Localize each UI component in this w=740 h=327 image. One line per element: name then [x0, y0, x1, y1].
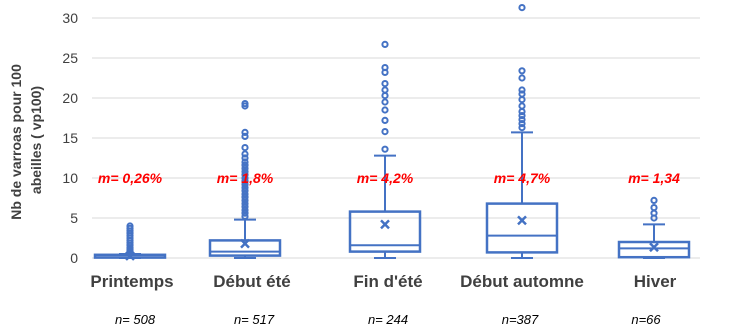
- outlier-point: [241, 200, 249, 208]
- boxes: [93, 4, 691, 261]
- outlier-point: [241, 168, 249, 176]
- box-3: [348, 40, 422, 259]
- y-tick-label: 0: [70, 250, 78, 266]
- outlier-point: [241, 184, 249, 192]
- outlier-point: [381, 116, 389, 125]
- outlier-point: [241, 100, 249, 108]
- outlier-point: [381, 106, 389, 114]
- outlier-point: [241, 203, 249, 211]
- outlier-point: [241, 180, 249, 188]
- outlier-point: [518, 90, 526, 98]
- mean-label: m= 0,26%: [98, 170, 163, 186]
- outlier-point: [518, 74, 526, 82]
- y-tick-label: 20: [62, 90, 78, 106]
- box-4: [485, 4, 559, 259]
- outlier-point: [241, 158, 249, 166]
- category-labels: Printemps Début été Fin d'été Début automne…: [90, 272, 676, 291]
- mean-marker: [240, 238, 250, 249]
- category-label: Printemps: [90, 272, 173, 291]
- outlier-point: [650, 209, 658, 217]
- sample-size-label: n= 508: [115, 312, 156, 327]
- outlier-point: [241, 171, 249, 179]
- mean-marker: [380, 219, 390, 230]
- outlier-point: [241, 144, 249, 152]
- category-label: Fin d'été: [353, 272, 422, 291]
- outlier-point: [241, 196, 249, 204]
- outlier-point: [381, 40, 389, 49]
- mean-label: m= 1,34: [628, 170, 680, 186]
- mean-marker: [517, 215, 527, 226]
- outlier-point: [241, 154, 249, 162]
- y-tick-label: 5: [70, 210, 78, 226]
- box-2: [208, 100, 282, 259]
- outlier-point: [241, 190, 249, 198]
- outlier-point: [381, 98, 389, 106]
- outlier-point: [518, 116, 526, 124]
- outlier-point: [518, 124, 526, 132]
- mean-label: m= 4,2%: [357, 170, 414, 186]
- outlier-point: [518, 108, 526, 116]
- outlier-point: [241, 150, 249, 158]
- outlier-point: [241, 209, 249, 217]
- outlier-point: [241, 177, 249, 185]
- y-tick-label: 15: [62, 130, 78, 146]
- outlier-point: [650, 196, 658, 204]
- outlier-point: [381, 80, 389, 88]
- outlier-point: [241, 187, 249, 195]
- outlier-point: [241, 128, 249, 136]
- outlier-point: [518, 120, 526, 128]
- outlier-point: [518, 4, 526, 12]
- category-label: Début automne: [460, 272, 584, 291]
- category-label: Hiver: [634, 272, 677, 291]
- outlier-point: [650, 204, 658, 212]
- outlier-point: [518, 67, 526, 75]
- mean-labels: m= 0,26% m= 1,8% m= 4,2% m= 4,7% m= 1,34: [98, 170, 680, 186]
- box-1: [93, 222, 167, 261]
- sample-size-label: n= 244: [368, 312, 408, 327]
- outlier-point: [381, 64, 389, 72]
- iqr-box: [485, 202, 559, 254]
- iqr-box: [617, 240, 691, 259]
- y-axis-label: Nb de varroas pour 100 abeilles ( vp100): [8, 60, 44, 220]
- iqr-box: [208, 239, 282, 257]
- grid-lines: [92, 17, 700, 259]
- outlier-point: [381, 145, 389, 153]
- sample-size-labels: n= 508 n= 517 n= 244 n=387 n=66: [115, 312, 661, 327]
- y-axis-label-line-2: abeilles ( vp100): [28, 86, 44, 194]
- outlier-point: [241, 132, 249, 140]
- sample-size-label: n=66: [631, 312, 661, 327]
- outlier-point: [518, 102, 526, 110]
- iqr-box: [348, 210, 422, 253]
- outlier-point: [241, 164, 249, 172]
- outlier-point: [381, 86, 389, 94]
- outlier-point: [126, 222, 134, 230]
- sample-size-label: n= 517: [234, 312, 275, 327]
- outlier-point: [518, 96, 526, 104]
- outlier-point: [518, 112, 526, 120]
- outlier-point: [241, 193, 249, 201]
- y-tick-label: 30: [62, 10, 78, 26]
- sample-size-label: n=387: [502, 312, 539, 327]
- box-5: [617, 196, 691, 259]
- mean-marker: [649, 242, 659, 253]
- y-tick-label: 25: [62, 50, 78, 66]
- y-axis-label-line-1: Nb de varroas pour 100: [8, 64, 24, 220]
- outlier-point: [518, 86, 526, 94]
- category-label: Début été: [213, 272, 290, 291]
- outlier-point: [241, 161, 249, 169]
- y-tick-label: 10: [62, 170, 78, 186]
- outlier-point: [241, 206, 249, 214]
- mean-label: m= 4,7%: [494, 170, 551, 186]
- outlier-point: [241, 212, 249, 220]
- mean-label: m= 1,8%: [217, 170, 274, 186]
- y-axis-ticks: 0 5 10 15 20 25 30: [62, 10, 78, 266]
- outlier-point: [381, 128, 389, 136]
- outlier-point: [381, 92, 389, 100]
- outlier-point: [241, 174, 249, 182]
